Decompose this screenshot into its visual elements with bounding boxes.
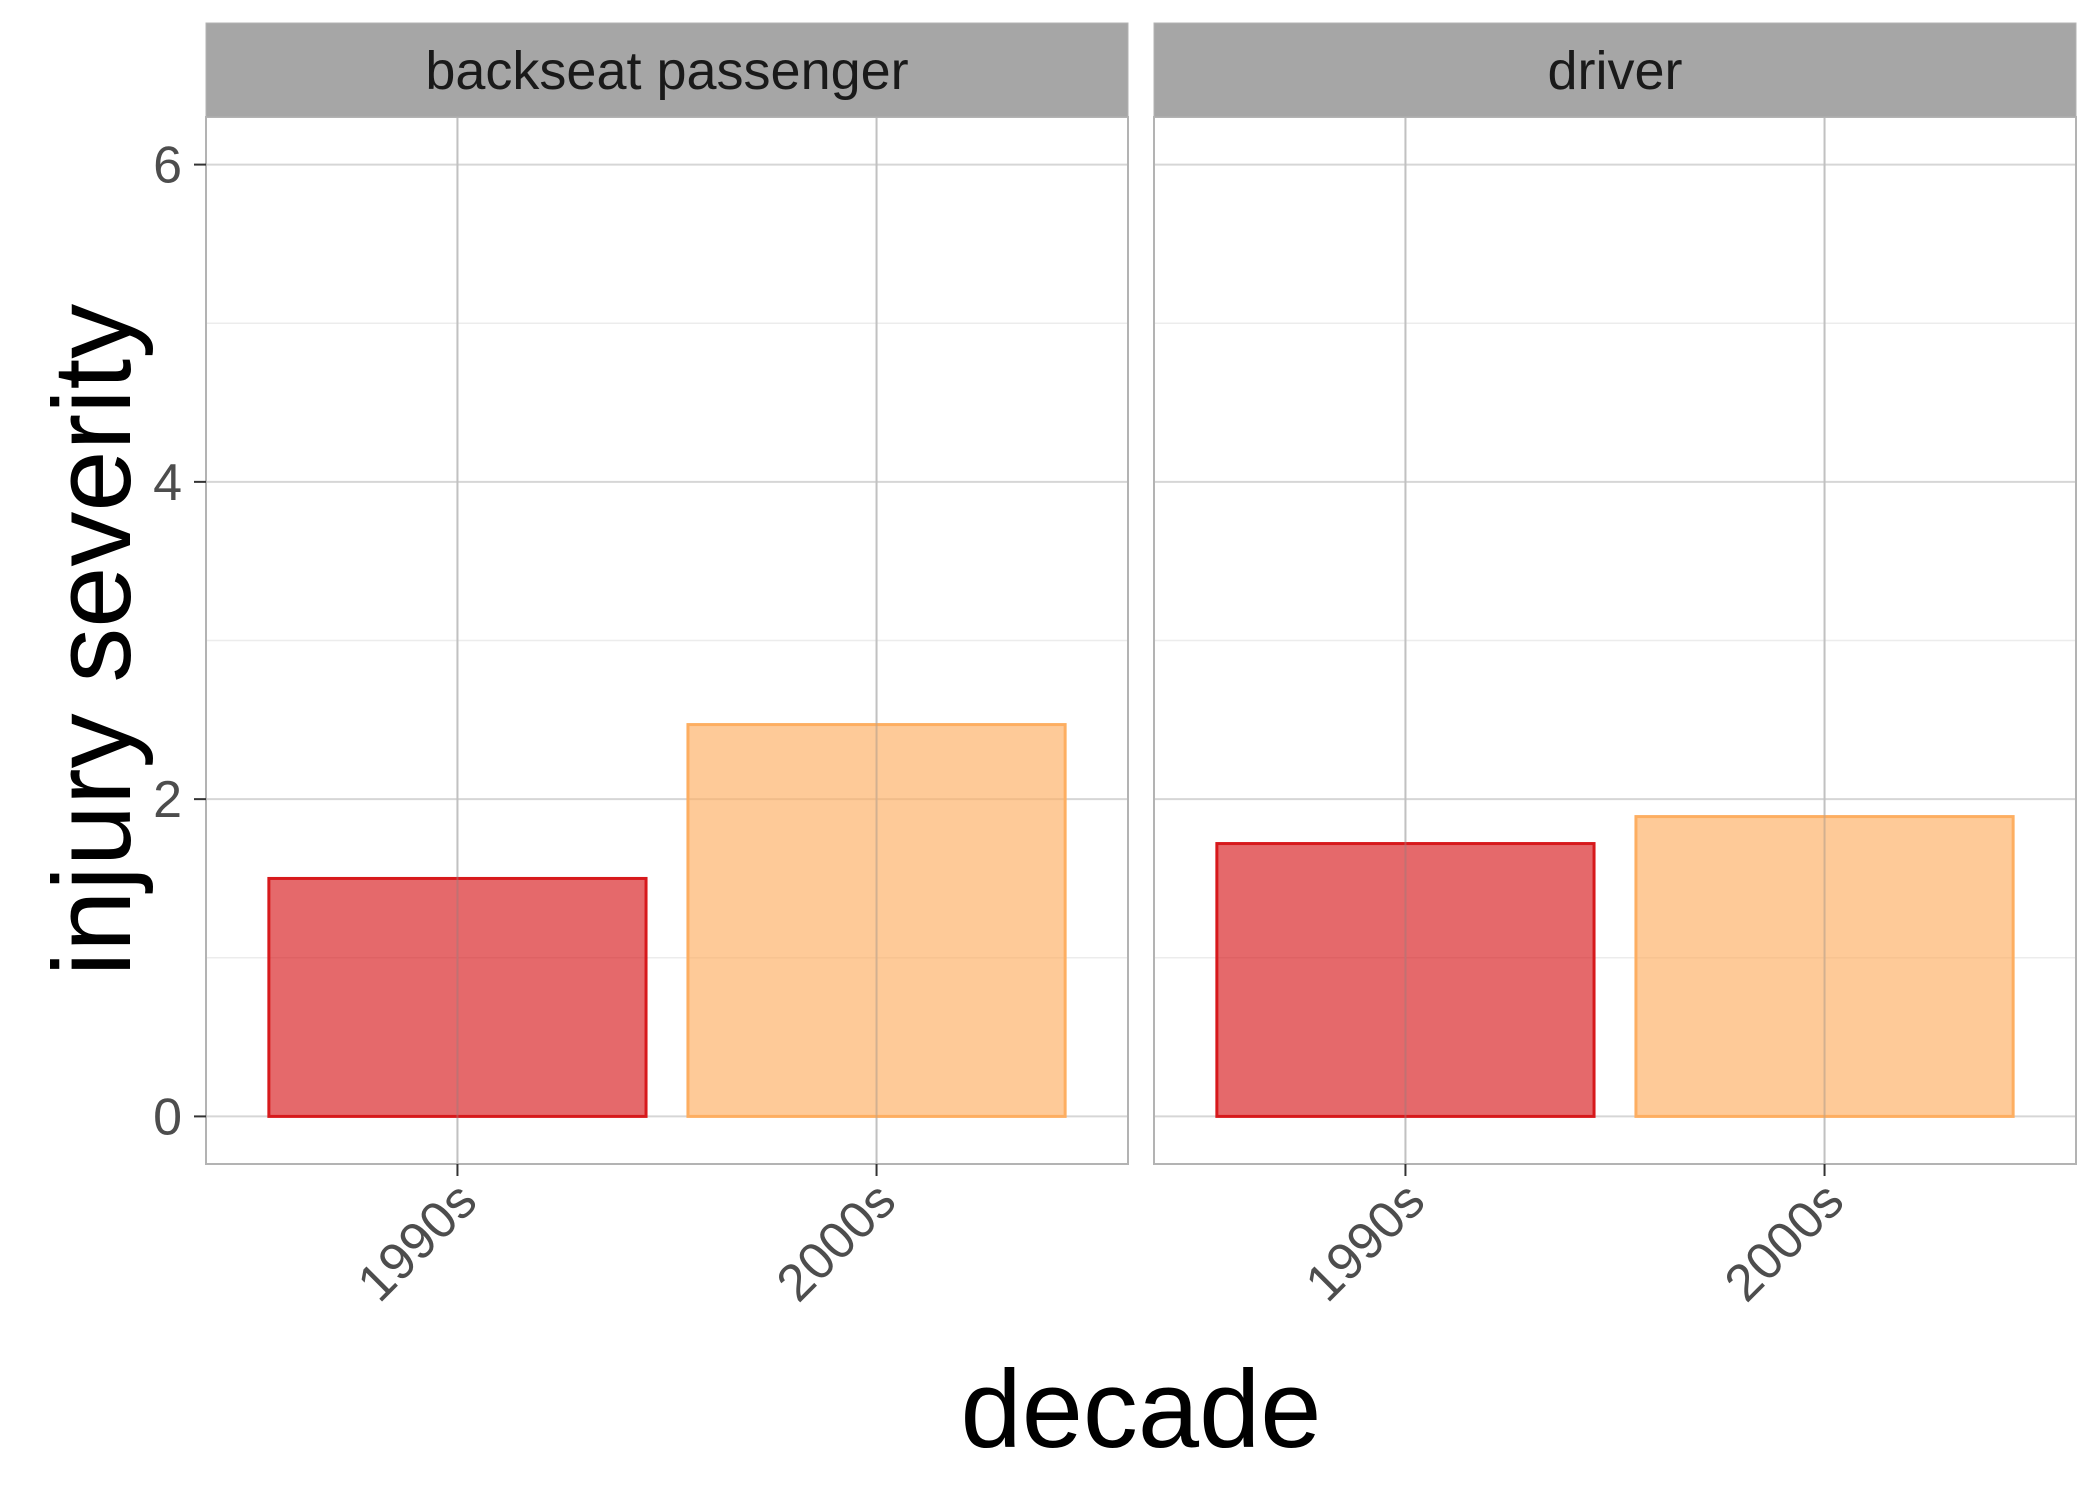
y-axis: 0 2 4 6	[153, 137, 206, 1146]
panel-x-axis: 1990s 2000s	[347, 1164, 907, 1313]
facet-strip-label: driver	[1547, 41, 1682, 101]
panel-bars	[267, 117, 1067, 1164]
y-axis-title: injury severity	[31, 304, 154, 976]
panel-driver: driver 1990s 2000s	[1153, 22, 2077, 1313]
bar-1990s	[1215, 842, 1596, 1118]
y-tick-label: 4	[153, 454, 182, 512]
facet-strip-label: backseat passenger	[425, 41, 908, 101]
y-tick-label: 2	[153, 771, 182, 829]
panel-x-axis: 1990s 2000s	[1295, 1164, 1855, 1313]
facet-strip	[205, 22, 1129, 118]
facet-strip	[1153, 22, 2077, 118]
x-tick-label: 2000s	[1714, 1171, 1855, 1312]
bar-1990s	[267, 876, 648, 1118]
bar-2000s	[1634, 815, 2015, 1118]
x-axis-title: decade	[961, 1348, 1322, 1471]
y-tick-label: 0	[153, 1088, 182, 1146]
x-tick-label: 1990s	[347, 1171, 488, 1312]
x-tick-label: 2000s	[766, 1171, 907, 1312]
y-tick-label: 6	[153, 137, 182, 195]
panel-bars	[1215, 117, 2015, 1164]
bar-2000s	[686, 723, 1067, 1118]
panel-backseat-passenger: backseat passenger 1990s 2000s	[205, 22, 1129, 1313]
x-tick-label: 1990s	[1295, 1171, 1436, 1312]
